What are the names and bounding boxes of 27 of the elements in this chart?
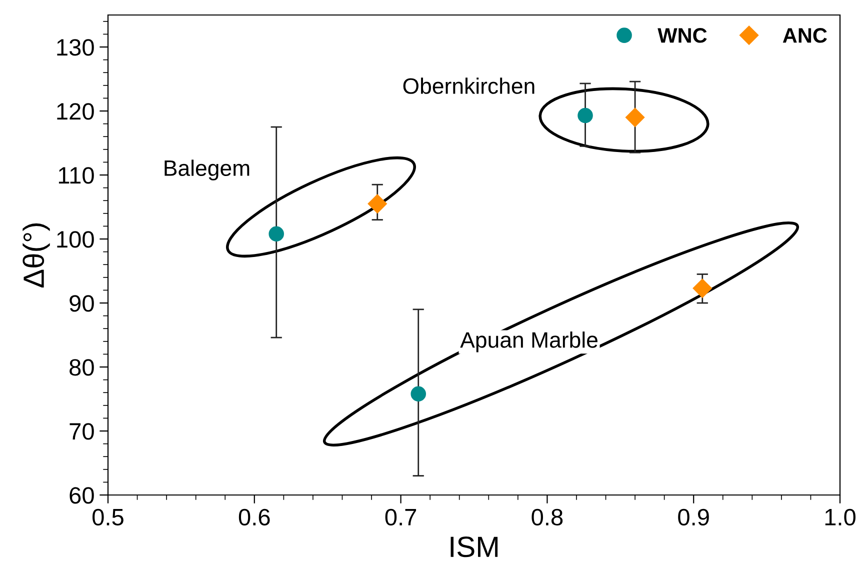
annotation: Balegem [164, 160, 250, 180]
annotation: Apuan Marble [460, 332, 598, 352]
point [368, 194, 387, 214]
annotation: Obernkirchen [403, 78, 534, 94]
x-tick-label: 0.7 [385, 508, 416, 526]
x-tick-label: 0.5 [92, 508, 124, 526]
y-tick-label: 70 [70, 423, 94, 440]
legend-label: ANC [782, 28, 827, 43]
x-tick-label: 1.0 [825, 508, 856, 526]
x-axis-title: ISM [450, 536, 498, 558]
point [578, 108, 593, 124]
x-tick-label: 0.9 [678, 508, 709, 526]
point [626, 108, 645, 127]
y-tick-label: 60 [70, 487, 94, 504]
y-tick-label: 80 [70, 359, 94, 376]
y-tick-label: 110 [58, 167, 94, 184]
x-tick-label: 0.8 [532, 508, 563, 526]
y-tick-label: 120 [57, 103, 94, 120]
y-tick-label: 100 [57, 231, 94, 248]
point [410, 386, 426, 402]
x-tick-label: 0.6 [238, 508, 270, 526]
point [692, 278, 712, 298]
point [268, 226, 284, 242]
y-tick-label: 130 [57, 39, 94, 56]
legend-label: WNC [658, 28, 707, 43]
y-axis-title: Δθ(°) [22, 223, 50, 288]
y-tick-label: 90 [70, 295, 94, 312]
